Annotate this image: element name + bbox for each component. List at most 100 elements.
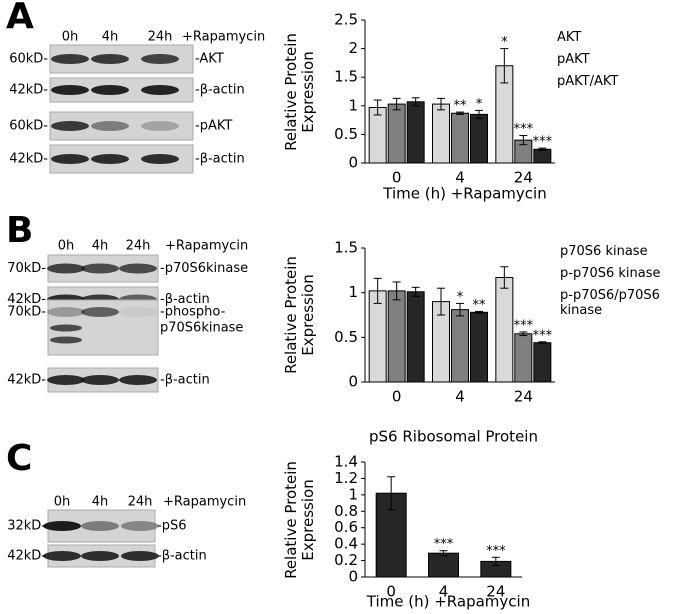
significance: *** — [486, 544, 506, 559]
blot-band — [51, 85, 89, 95]
blot-band — [81, 263, 119, 274]
mw-label: 60kD- — [9, 119, 48, 134]
y-axis-label: Relative Protein Expression — [282, 32, 317, 151]
y-tick-label: 0.5 — [334, 328, 358, 346]
legend-label: p-p70S6 kinase — [560, 266, 661, 281]
legend-label: pAKT — [557, 52, 590, 67]
legend-item: pAKT/AKT — [557, 74, 682, 89]
y-tick-label: 1 — [348, 485, 358, 503]
blot-band — [121, 551, 159, 561]
y-tick-label: 1.2 — [334, 469, 358, 487]
blot-band — [81, 551, 119, 561]
bar — [533, 148, 552, 164]
blot-band — [47, 375, 85, 385]
mw-label: 42kD- — [9, 152, 48, 167]
x-tick-label: 4 — [455, 169, 465, 187]
significance: ** — [473, 298, 487, 313]
band-label: -p70S6kinase — [160, 261, 248, 276]
blot-band — [141, 85, 179, 95]
significance: ** — [454, 99, 468, 114]
legend-item: AKT — [557, 30, 682, 45]
blot-band — [141, 54, 179, 64]
x-tick-label: 4 — [439, 583, 449, 601]
x-tick-label: 24 — [514, 388, 533, 406]
band-label: -pAKT — [195, 119, 232, 134]
y-tick-label: 0 — [348, 568, 358, 586]
blot-band — [119, 375, 157, 385]
x-tick-label: 4 — [455, 388, 465, 406]
y-tick-label: 0.4 — [334, 535, 358, 553]
bar — [406, 101, 425, 164]
blot-band — [121, 521, 159, 531]
lane-label: 0h — [62, 30, 79, 45]
significance: * — [457, 290, 464, 305]
x-tick-label: 0 — [386, 583, 396, 601]
legend-item: p70S6 kinase — [560, 244, 684, 259]
bar — [387, 103, 406, 164]
band-label: -phospho- — [160, 305, 226, 320]
y-tick-label: 1.5 — [334, 239, 358, 257]
blot-band — [50, 324, 82, 332]
mw-label: 42kD- — [7, 292, 46, 307]
legend-item: p-p70S6 kinase — [560, 266, 684, 281]
legend-label: AKT — [557, 30, 582, 45]
y-tick-label: 2.5 — [334, 11, 358, 29]
band-label: -β-actin — [157, 549, 207, 564]
mw-label: 70kD- — [7, 261, 46, 276]
mw-label: 42kD- — [7, 373, 46, 388]
y-tick-label: 0.5 — [334, 125, 358, 143]
y-axis-label: Relative Protein Expression — [282, 256, 317, 374]
bar — [368, 107, 387, 164]
legend-item: pAKT — [557, 52, 682, 67]
significance: * — [476, 97, 483, 112]
blot-band — [51, 54, 89, 64]
legend-item: p-p70S6/p70S6 kinase — [560, 288, 684, 318]
bar — [514, 333, 533, 383]
significance: *** — [514, 318, 534, 333]
y-axis-label: Relative Protein Expression — [282, 460, 317, 579]
blot-band — [51, 154, 89, 164]
y-tick-label: 0.2 — [334, 551, 358, 569]
significance: * — [501, 35, 508, 50]
y-tick-label: 0.8 — [334, 502, 358, 520]
bar — [428, 552, 459, 578]
blot-band — [43, 551, 81, 561]
band-label: -β-actin — [160, 373, 210, 388]
band-label: -pS6 — [157, 519, 186, 534]
y-tick-label: 0.6 — [334, 518, 358, 536]
significance: *** — [434, 537, 454, 552]
blot-band — [141, 121, 179, 131]
blot-band — [119, 263, 157, 274]
legend-label: p-p70S6/p70S6 kinase — [560, 288, 660, 318]
bar — [470, 311, 488, 383]
panel-letter: C — [6, 438, 32, 479]
blot-band — [91, 154, 129, 164]
band-label: -β-actin — [160, 292, 210, 307]
y-tick-label: 1.4 — [334, 453, 358, 471]
bar — [533, 342, 552, 383]
blot-band — [47, 307, 85, 317]
lane-label: 0h — [54, 495, 71, 510]
blot-band — [81, 521, 119, 531]
band-label: -AKT — [195, 52, 224, 67]
chart-title: pS6 Ribosomal Protein — [369, 428, 538, 446]
significance: *** — [533, 135, 553, 150]
band-label: -β-actin — [195, 152, 245, 167]
blot-band — [51, 121, 89, 131]
treatment-label: +Rapamycin — [165, 239, 248, 254]
legend-label: pAKT/AKT — [557, 74, 619, 89]
bar — [470, 113, 488, 164]
lane-label: 4h — [92, 239, 109, 254]
lane-label: 4h — [102, 30, 119, 45]
significance: *** — [514, 122, 534, 137]
x-tick-label: 0 — [392, 388, 402, 406]
significance: *** — [533, 328, 553, 343]
x-tick-label: 0 — [392, 169, 402, 187]
y-tick-label: 0 — [348, 154, 358, 172]
blot-band — [141, 154, 179, 164]
mw-label: 42kD- — [7, 549, 46, 564]
bar — [451, 112, 469, 164]
mw-label: 32kD- — [7, 519, 46, 534]
